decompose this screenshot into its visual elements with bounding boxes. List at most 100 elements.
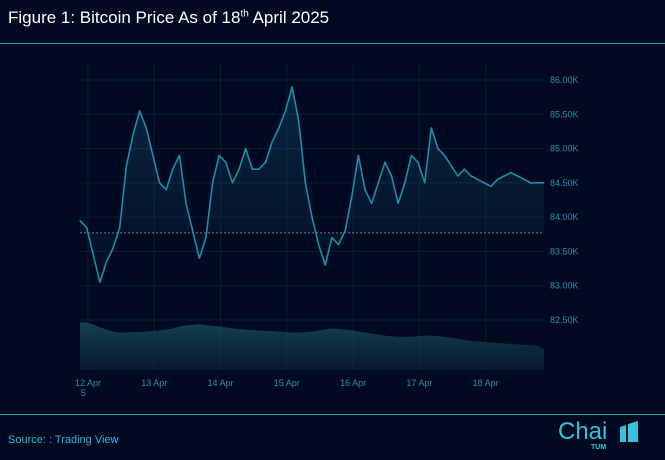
chaitum-logo: Chai TUM <box>558 418 642 454</box>
price-chart: 86.00K 85.50K 85.00K 84.50K 84.00K 83.50K 83.0… <box>75 62 579 398</box>
data-point <box>245 147 247 150</box>
x-tick-label: 18 Apr <box>473 378 499 388</box>
data-point <box>125 165 127 167</box>
data-point <box>437 147 439 150</box>
data-point <box>516 175 519 177</box>
data-point <box>112 247 114 249</box>
data-point <box>211 182 214 184</box>
x-axis: 12 Apr 13 Apr 14 Apr 15 Apr 16 Apr 17 Apr 18 A… <box>75 378 499 398</box>
data-point <box>99 281 101 283</box>
chart-title: Figure 1: Bitcoin Price As of 18th April… <box>8 8 330 27</box>
data-point <box>158 182 161 184</box>
y-tick-label: 83.00K <box>550 281 579 291</box>
data-point <box>251 168 253 170</box>
data-point <box>443 154 446 157</box>
data-point <box>344 230 346 232</box>
data-point <box>218 154 220 157</box>
y-tick-label: 83.50K <box>550 246 579 256</box>
data-point <box>205 237 207 239</box>
data-point <box>424 182 426 184</box>
data-point <box>497 178 499 181</box>
data-point <box>278 127 280 129</box>
data-point <box>324 264 326 266</box>
area-fill <box>80 86 544 283</box>
data-point <box>152 154 154 157</box>
data-point <box>483 182 485 184</box>
data-point <box>530 182 532 184</box>
data-point <box>119 226 121 229</box>
data-point <box>331 237 333 239</box>
data-point <box>284 110 287 112</box>
data-point <box>371 202 373 205</box>
data-point <box>238 168 240 170</box>
data-point <box>536 182 538 184</box>
data-point <box>79 219 81 222</box>
data-point <box>543 182 545 184</box>
data-point <box>198 257 200 259</box>
data-point <box>92 254 94 256</box>
x-tick-label: 17 Apr <box>406 378 432 388</box>
x-tick-extra-label: 5 <box>81 388 86 398</box>
data-point <box>384 161 386 163</box>
x-tick-label: 16 Apr <box>340 378 366 388</box>
x-tick-label: 15 Apr <box>274 378 300 388</box>
data-point <box>523 178 525 181</box>
data-point <box>337 243 340 246</box>
data-point <box>258 168 260 170</box>
data-point <box>172 168 174 170</box>
data-point <box>450 165 452 167</box>
data-point <box>192 230 194 232</box>
data-point <box>404 182 406 184</box>
x-tick-label: 12 Apr <box>75 378 101 388</box>
data-point <box>132 134 134 136</box>
data-point <box>265 161 267 163</box>
x-tick-label: 13 Apr <box>141 378 167 388</box>
data-point <box>311 216 313 218</box>
data-point <box>231 182 234 184</box>
data-point <box>178 154 181 157</box>
data-point <box>463 168 466 170</box>
y-tick-label: 84.50K <box>550 178 579 188</box>
data-point <box>291 86 293 88</box>
data-point <box>410 154 413 157</box>
data-point <box>417 161 419 163</box>
data-point <box>139 110 141 112</box>
y-tick-label: 84.00K <box>550 212 579 222</box>
data-point <box>105 261 108 263</box>
data-point <box>457 175 459 177</box>
data-point <box>351 195 353 198</box>
y-axis: 86.00K 85.50K 85.00K 84.50K 84.00K 83.50K 83.0… <box>550 75 579 325</box>
data-point <box>185 202 187 205</box>
data-point <box>364 189 366 191</box>
data-point <box>304 182 306 184</box>
x-tick-label: 14 Apr <box>208 378 234 388</box>
footer-divider <box>0 414 665 415</box>
y-tick-label: 85.00K <box>550 144 579 154</box>
data-point <box>510 171 512 174</box>
data-point <box>390 175 393 177</box>
volume-fill <box>80 322 544 370</box>
y-tick-label: 82.50K <box>550 315 579 325</box>
data-point <box>86 226 88 229</box>
data-point <box>397 202 399 205</box>
volume-area <box>80 322 544 370</box>
price-area <box>80 86 544 283</box>
data-point <box>165 189 167 191</box>
data-point <box>503 175 505 177</box>
data-point <box>318 243 320 246</box>
logo-subtext: TUM <box>591 444 607 451</box>
data-point <box>477 178 479 181</box>
source-note: Source: : Trading View <box>8 434 119 446</box>
y-tick-label: 86.00K <box>550 75 579 85</box>
data-point <box>225 161 227 163</box>
data-point <box>298 120 300 122</box>
data-point <box>430 127 432 129</box>
logo-mark-icon <box>620 421 638 442</box>
price-series <box>79 86 545 284</box>
logo-text: Chai <box>558 418 608 445</box>
data-point <box>490 185 492 187</box>
data-point <box>470 175 472 177</box>
data-point <box>145 127 147 129</box>
data-point <box>357 154 359 157</box>
y-tick-label: 85.50K <box>550 109 579 119</box>
